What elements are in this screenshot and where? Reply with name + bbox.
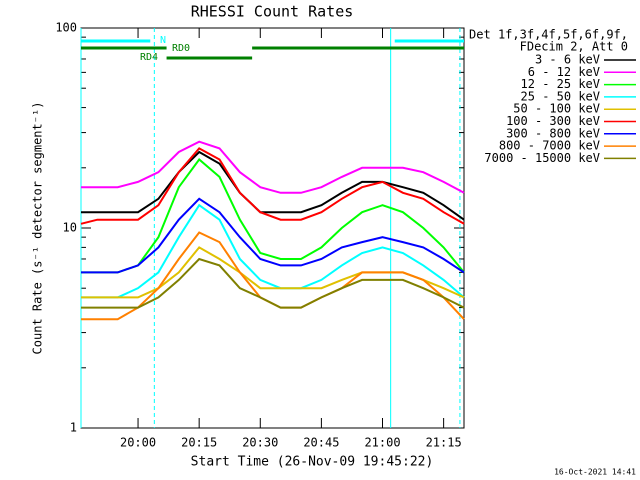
x-tick-label: 20:45 — [303, 436, 339, 450]
series-line — [81, 257, 465, 309]
legend-label: 3 - 6 keV — [535, 53, 600, 67]
state-label: N — [160, 35, 166, 46]
legend-label: 6 - 12 keV — [528, 65, 600, 79]
x-tick-label: 21:15 — [426, 436, 462, 450]
series-line — [81, 203, 465, 299]
legend-title: Det 1f,3f,4f,5f,6f,9f, — [469, 28, 628, 42]
y-tick-label: 10 — [63, 221, 77, 235]
legend-label: 300 - 800 keV — [506, 126, 600, 140]
legend-label: 7000 - 15000 keV — [484, 151, 600, 165]
series-line — [81, 140, 465, 194]
series-line — [81, 197, 465, 274]
x-tick-label: 21:00 — [364, 436, 400, 450]
state-label: RD4 — [140, 52, 158, 63]
y-tick-label: 1 — [70, 421, 77, 435]
plot-frame — [80, 27, 465, 429]
series-line — [81, 158, 465, 274]
x-axis-label: Start Time (26-Nov-09 19:45:22) — [191, 455, 434, 470]
y-axis-label: Count Rate (s⁻¹ detector segment⁻¹) — [31, 102, 45, 355]
legend-label: 100 - 300 keV — [506, 114, 600, 128]
legend-label: 12 - 25 keV — [521, 77, 600, 91]
legend-label: 50 - 100 keV — [513, 102, 600, 116]
chart-title: RHESSI Count Rates — [191, 3, 354, 21]
x-tick-label: 20:00 — [120, 436, 156, 450]
series-line — [81, 150, 465, 221]
legend-title: FDecim 2, Att 0 — [520, 40, 628, 54]
y-tick-label: 100 — [55, 21, 77, 35]
timestamp: 16-Oct-2021 14:41 — [554, 468, 636, 477]
series-line — [80, 147, 465, 225]
legend-label: 800 - 7000 keV — [499, 139, 600, 153]
state-label: RD0 — [172, 43, 190, 54]
legend-label: 25 - 50 keV — [521, 89, 600, 103]
x-tick-label: 20:15 — [181, 436, 217, 450]
x-tick-label: 20:30 — [242, 436, 278, 450]
series-line — [81, 231, 465, 321]
